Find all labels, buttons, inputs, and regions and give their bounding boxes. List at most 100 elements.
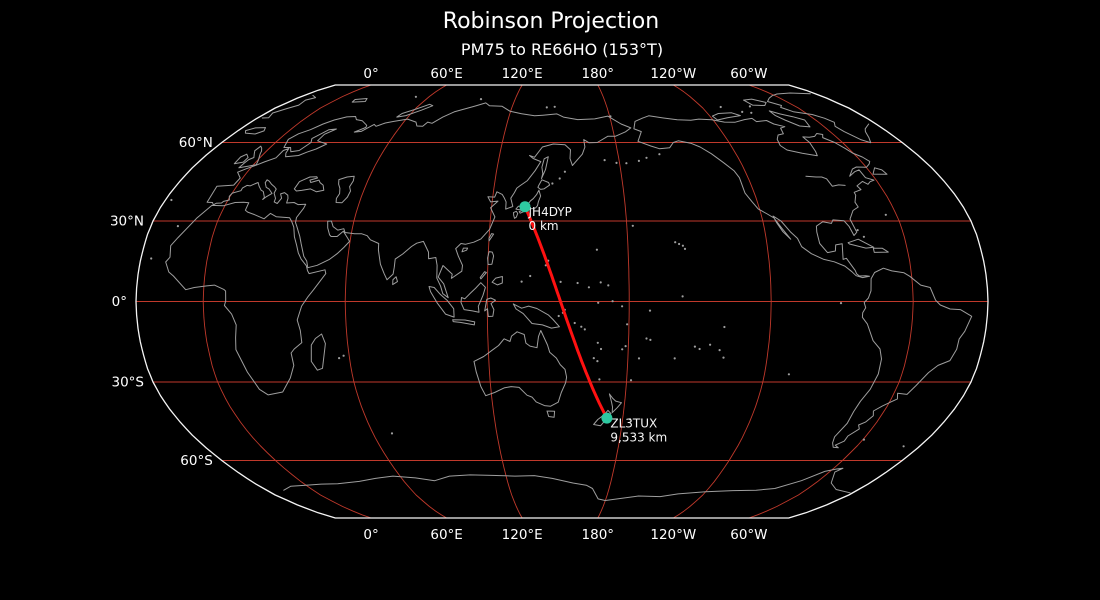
lon-label-bottom: 0° [363, 527, 378, 543]
small-island [678, 242, 681, 246]
coastline [491, 276, 503, 286]
small-island [170, 198, 173, 202]
map-boundary [135, 84, 989, 519]
coastline [541, 156, 549, 179]
coastline [351, 98, 368, 103]
lon-label-top: 120°E [502, 66, 543, 82]
small-island [558, 177, 561, 180]
small-island [693, 345, 697, 348]
coastline [479, 271, 487, 280]
small-island [176, 225, 179, 228]
meridian-line [486, 84, 523, 519]
coastline [244, 127, 266, 135]
small-island [674, 241, 677, 244]
coastline [261, 92, 872, 144]
coastline [537, 179, 551, 190]
small-island [342, 354, 345, 357]
lat-label-left: 30°N [110, 214, 144, 230]
lon-label-bottom: 60°E [430, 527, 462, 543]
small-island [573, 321, 576, 325]
coastline [392, 276, 398, 286]
coastline [488, 233, 495, 242]
coastline [165, 201, 327, 396]
figure-title: Robinson Projection [442, 9, 660, 34]
small-island [621, 305, 624, 308]
small-island [607, 284, 610, 287]
coastline [335, 175, 355, 204]
small-island [862, 438, 866, 441]
lat-label-left: 60°S [180, 453, 213, 469]
small-island [338, 357, 341, 360]
small-island [902, 445, 905, 448]
lon-label-top: 0° [363, 66, 378, 82]
small-island [637, 357, 641, 360]
lon-label-top: 60°W [730, 66, 767, 82]
coastline [310, 333, 326, 371]
coastline [872, 167, 888, 175]
small-island [698, 347, 701, 351]
coastline [396, 103, 434, 118]
coastline [283, 467, 851, 501]
small-island [609, 115, 612, 118]
small-island [839, 302, 843, 305]
small-island [587, 286, 591, 289]
small-island [637, 159, 641, 162]
great-circle-path [523, 205, 609, 420]
coastline [293, 176, 325, 193]
small-island [719, 105, 722, 109]
lat-label-left: 30°S [112, 375, 145, 391]
small-island [599, 347, 603, 351]
coastline [711, 112, 741, 121]
small-island [559, 280, 562, 283]
axes-subtitle: PM75 to RE66HO (153°T) [460, 40, 664, 59]
small-island [862, 235, 866, 238]
small-island [596, 360, 599, 363]
great-circle [523, 205, 609, 420]
lon-label-bottom: 120°E [502, 527, 543, 543]
lon-label-top: 60°E [430, 66, 462, 82]
station-callsign-label: ZL3TUX [610, 417, 657, 431]
small-island [629, 418, 632, 421]
small-island [645, 337, 648, 340]
coastline [633, 115, 875, 279]
coastline [513, 210, 519, 219]
small-island [557, 314, 560, 318]
small-island [681, 244, 685, 247]
coastline [512, 303, 560, 329]
small-island [625, 162, 628, 165]
small-island [611, 300, 614, 303]
meridian-line [672, 84, 772, 519]
small-island [626, 323, 629, 326]
small-island [718, 349, 721, 352]
small-island [596, 341, 599, 344]
small-island [597, 301, 600, 304]
small-island [741, 110, 744, 113]
small-island [722, 356, 725, 359]
small-island [629, 379, 633, 382]
coastline [515, 189, 542, 211]
meridian-line [748, 84, 914, 519]
small-island [599, 281, 602, 284]
station-distance-label: 0 km [529, 219, 559, 233]
small-island [390, 432, 394, 435]
small-island [631, 224, 634, 227]
small-island [787, 373, 791, 376]
coastline [546, 410, 556, 418]
small-island [624, 345, 627, 348]
small-island [553, 105, 556, 108]
small-island [598, 378, 601, 381]
lon-label-bottom: 60°W [730, 527, 767, 543]
coastline [805, 175, 846, 187]
small-island [723, 325, 726, 329]
small-island [856, 229, 859, 232]
small-island [645, 156, 648, 159]
axis-labels: 0° 0° 60°E 60°E 120°E 120°E 180° 180° 120°W 120°W… [110, 66, 768, 543]
lon-label-top: 120°W [650, 66, 696, 82]
station-callsign-label: JH4DYP [528, 205, 572, 219]
small-island [592, 357, 595, 360]
station-marker [519, 201, 531, 213]
small-island [621, 348, 624, 351]
small-island [649, 338, 652, 341]
